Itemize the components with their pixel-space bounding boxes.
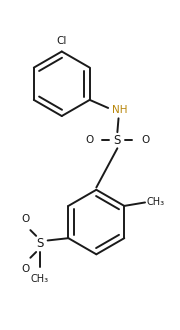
Text: S: S [36,237,43,250]
Text: CH₃: CH₃ [31,274,49,284]
Text: O: O [85,135,93,145]
Text: Cl: Cl [57,36,67,46]
Text: O: O [22,214,30,224]
Text: O: O [22,264,30,274]
Text: S: S [114,134,121,147]
Text: NH: NH [112,105,127,115]
Text: O: O [141,135,150,145]
Text: CH₃: CH₃ [146,197,164,208]
